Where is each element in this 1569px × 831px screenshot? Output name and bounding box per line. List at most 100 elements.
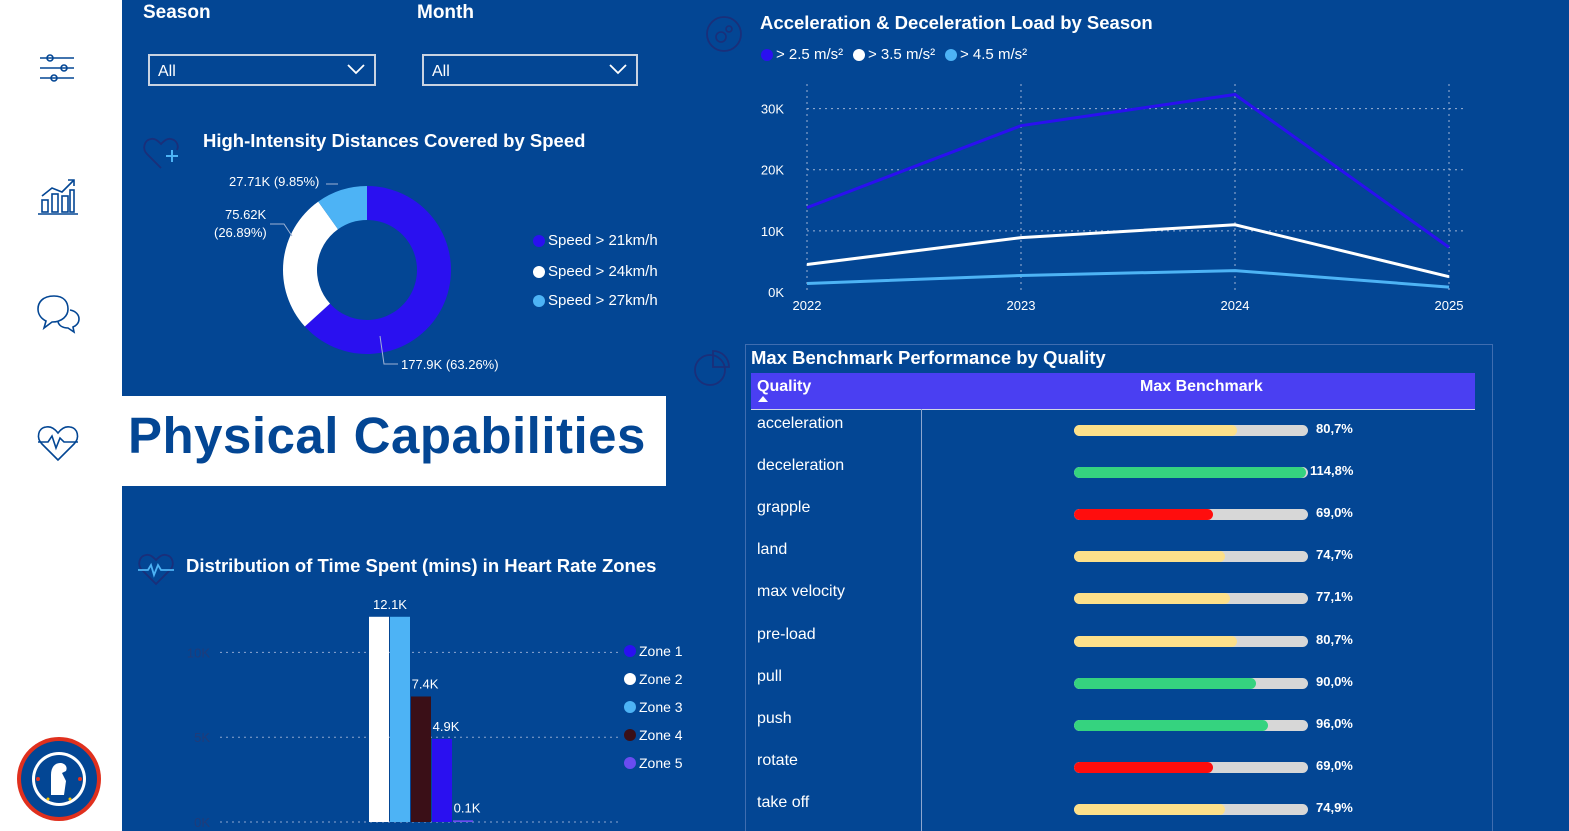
- line-chart: 0K 10K 20K 30K 2022 2023 2024 2025: [761, 84, 1464, 313]
- benchmark-value: 74,9%: [1316, 799, 1353, 815]
- donut-slice[interactable]: [318, 186, 367, 230]
- table-row[interactable]: deceleration 114,8%: [751, 453, 1475, 495]
- benchmark-bar-fill: [1074, 635, 1237, 647]
- legend-swatch: [533, 294, 545, 307]
- series-line[interactable]: [806, 223, 1450, 279]
- donut-slice[interactable]: [283, 201, 338, 327]
- table-row[interactable]: push 96,0%: [751, 706, 1475, 748]
- legend-label: Speed > 21km/h: [548, 232, 658, 249]
- table-row[interactable]: take off 74,9%: [751, 790, 1475, 831]
- season-label: Season: [143, 2, 211, 23]
- analytics-icon[interactable]: [34, 174, 82, 222]
- legend-swatch: [624, 701, 636, 713]
- donut-label-speed24-value: 75.62K: [225, 207, 267, 222]
- table-row[interactable]: pull 90,0%: [751, 664, 1475, 706]
- series-line[interactable]: [806, 92, 1450, 249]
- hr-legend-item: Zone 2: [624, 671, 683, 687]
- y-tick-label: 30K: [761, 102, 784, 117]
- legend-label: Zone 3: [639, 699, 683, 715]
- hr-title: Distribution of Time Spent (mins) in Hea…: [186, 555, 657, 576]
- line-legend-item: > 2.5 m/s²: [761, 46, 843, 63]
- season-dropdown[interactable]: All: [148, 54, 376, 86]
- y-tick-label: 5K: [194, 730, 210, 745]
- donut-title: High-Intensity Distances Covered by Spee…: [203, 130, 586, 151]
- donut-label-speed21: 177.9K (63.26%): [401, 357, 499, 372]
- quality-cell: acceleration: [757, 415, 844, 432]
- benchmark-bar-track: [1074, 551, 1308, 563]
- hr-bar[interactable]: [390, 616, 410, 822]
- benchmark-value: 69,0%: [1316, 757, 1353, 773]
- benchmark-bar-track: [1074, 425, 1308, 436]
- hr-legend-item: Zone 4: [624, 727, 683, 743]
- quality-cell: pre-load: [757, 625, 816, 643]
- hr-bar[interactable]: [453, 820, 473, 822]
- chat-icon[interactable]: [34, 290, 82, 338]
- hr-legend-item: Zone 3: [624, 699, 683, 715]
- benchmark-bar-track: [1074, 803, 1308, 815]
- donut-slice[interactable]: [304, 186, 452, 354]
- table-row[interactable]: rotate 69,0%: [751, 748, 1475, 790]
- y-tick-label: 20K: [761, 163, 784, 178]
- y-tick-label: 10K: [761, 224, 784, 239]
- heart-rate-icon[interactable]: [34, 418, 82, 466]
- heart-plus-icon: [143, 137, 179, 169]
- column-divider: [921, 409, 922, 831]
- table-row[interactable]: grapple 69,0%: [751, 495, 1475, 537]
- legend-swatch: [533, 265, 545, 278]
- table-header: Quality Max Benchmark: [751, 373, 1475, 409]
- benchmark-value: 77,1%: [1316, 589, 1353, 605]
- month-label: Month: [417, 2, 474, 23]
- quality-cell: deceleration: [757, 457, 845, 475]
- hr-bar[interactable]: [411, 696, 431, 822]
- line-title: Acceleration & Deceleration Load by Seas…: [760, 12, 1153, 33]
- series-line[interactable]: [806, 269, 1450, 289]
- benchmark-bar-fill: [1074, 761, 1214, 773]
- benchmark-bar-fill: [1074, 677, 1256, 689]
- heart-rate-icon: [138, 553, 174, 586]
- benchmark-bar-track: [1074, 467, 1308, 479]
- month-value: All: [432, 63, 450, 80]
- hr-legend-item: Zone 1: [624, 643, 683, 659]
- col-header-max-benchmark[interactable]: Max Benchmark: [1140, 378, 1263, 395]
- donut-label-speed24-percent: (26.89%): [214, 225, 267, 240]
- benchmark-value: 90,0%: [1316, 673, 1353, 689]
- benchmark-bar-fill: [1074, 803, 1226, 815]
- table-row[interactable]: land 74,7%: [751, 537, 1475, 579]
- table-row[interactable]: max velocity 77,1%: [751, 579, 1475, 621]
- benchmark-bar-track: [1074, 677, 1308, 689]
- x-tick-label: 2025: [1435, 298, 1464, 313]
- month-dropdown[interactable]: All: [422, 54, 638, 86]
- y-tick-label: 0K: [768, 285, 784, 300]
- legend-label: Zone 2: [639, 671, 683, 687]
- hr-legend-item: Zone 5: [624, 755, 683, 771]
- page-title: Physical Capabilities: [128, 407, 646, 464]
- hr-bar[interactable]: [369, 616, 389, 822]
- quality-cell: pull: [757, 667, 782, 685]
- bar-data-label: 0.1K: [454, 800, 481, 815]
- legend-swatch: [624, 645, 636, 657]
- legend-swatch: [624, 673, 636, 685]
- benchmark-bar-fill: [1074, 593, 1230, 605]
- legend-label: Zone 1: [639, 643, 683, 659]
- y-tick-label: 0K: [194, 815, 210, 830]
- season-value: All: [158, 63, 176, 80]
- table-row[interactable]: pre-load 80,7%: [751, 622, 1475, 664]
- chevron-down-icon: [609, 64, 627, 75]
- donut-legend-item: Speed > 24km/h: [533, 263, 658, 280]
- benchmark-bar-fill: [1074, 719, 1268, 731]
- benchmark-value: 114,8%: [1310, 463, 1354, 479]
- legend-label: > 4.5 m/s²: [960, 46, 1028, 63]
- sort-ascending-icon[interactable]: [758, 396, 768, 402]
- bar-data-label: 12.1K: [373, 597, 407, 612]
- table-row[interactable]: acceleration 80,7%: [751, 411, 1475, 453]
- quality-cell: grapple: [757, 499, 811, 517]
- quality-cell: max velocity: [757, 583, 846, 601]
- line-legend-item: > 3.5 m/s²: [853, 46, 935, 63]
- benchmark-value: 74,7%: [1316, 547, 1353, 563]
- filters-icon[interactable]: [34, 44, 82, 92]
- legend-label: Speed > 24km/h: [548, 263, 658, 280]
- quality-cell: rotate: [757, 751, 798, 769]
- benchmark-bar-track: [1074, 635, 1308, 647]
- hr-bar[interactable]: [432, 738, 452, 822]
- col-header-quality[interactable]: Quality: [757, 378, 811, 396]
